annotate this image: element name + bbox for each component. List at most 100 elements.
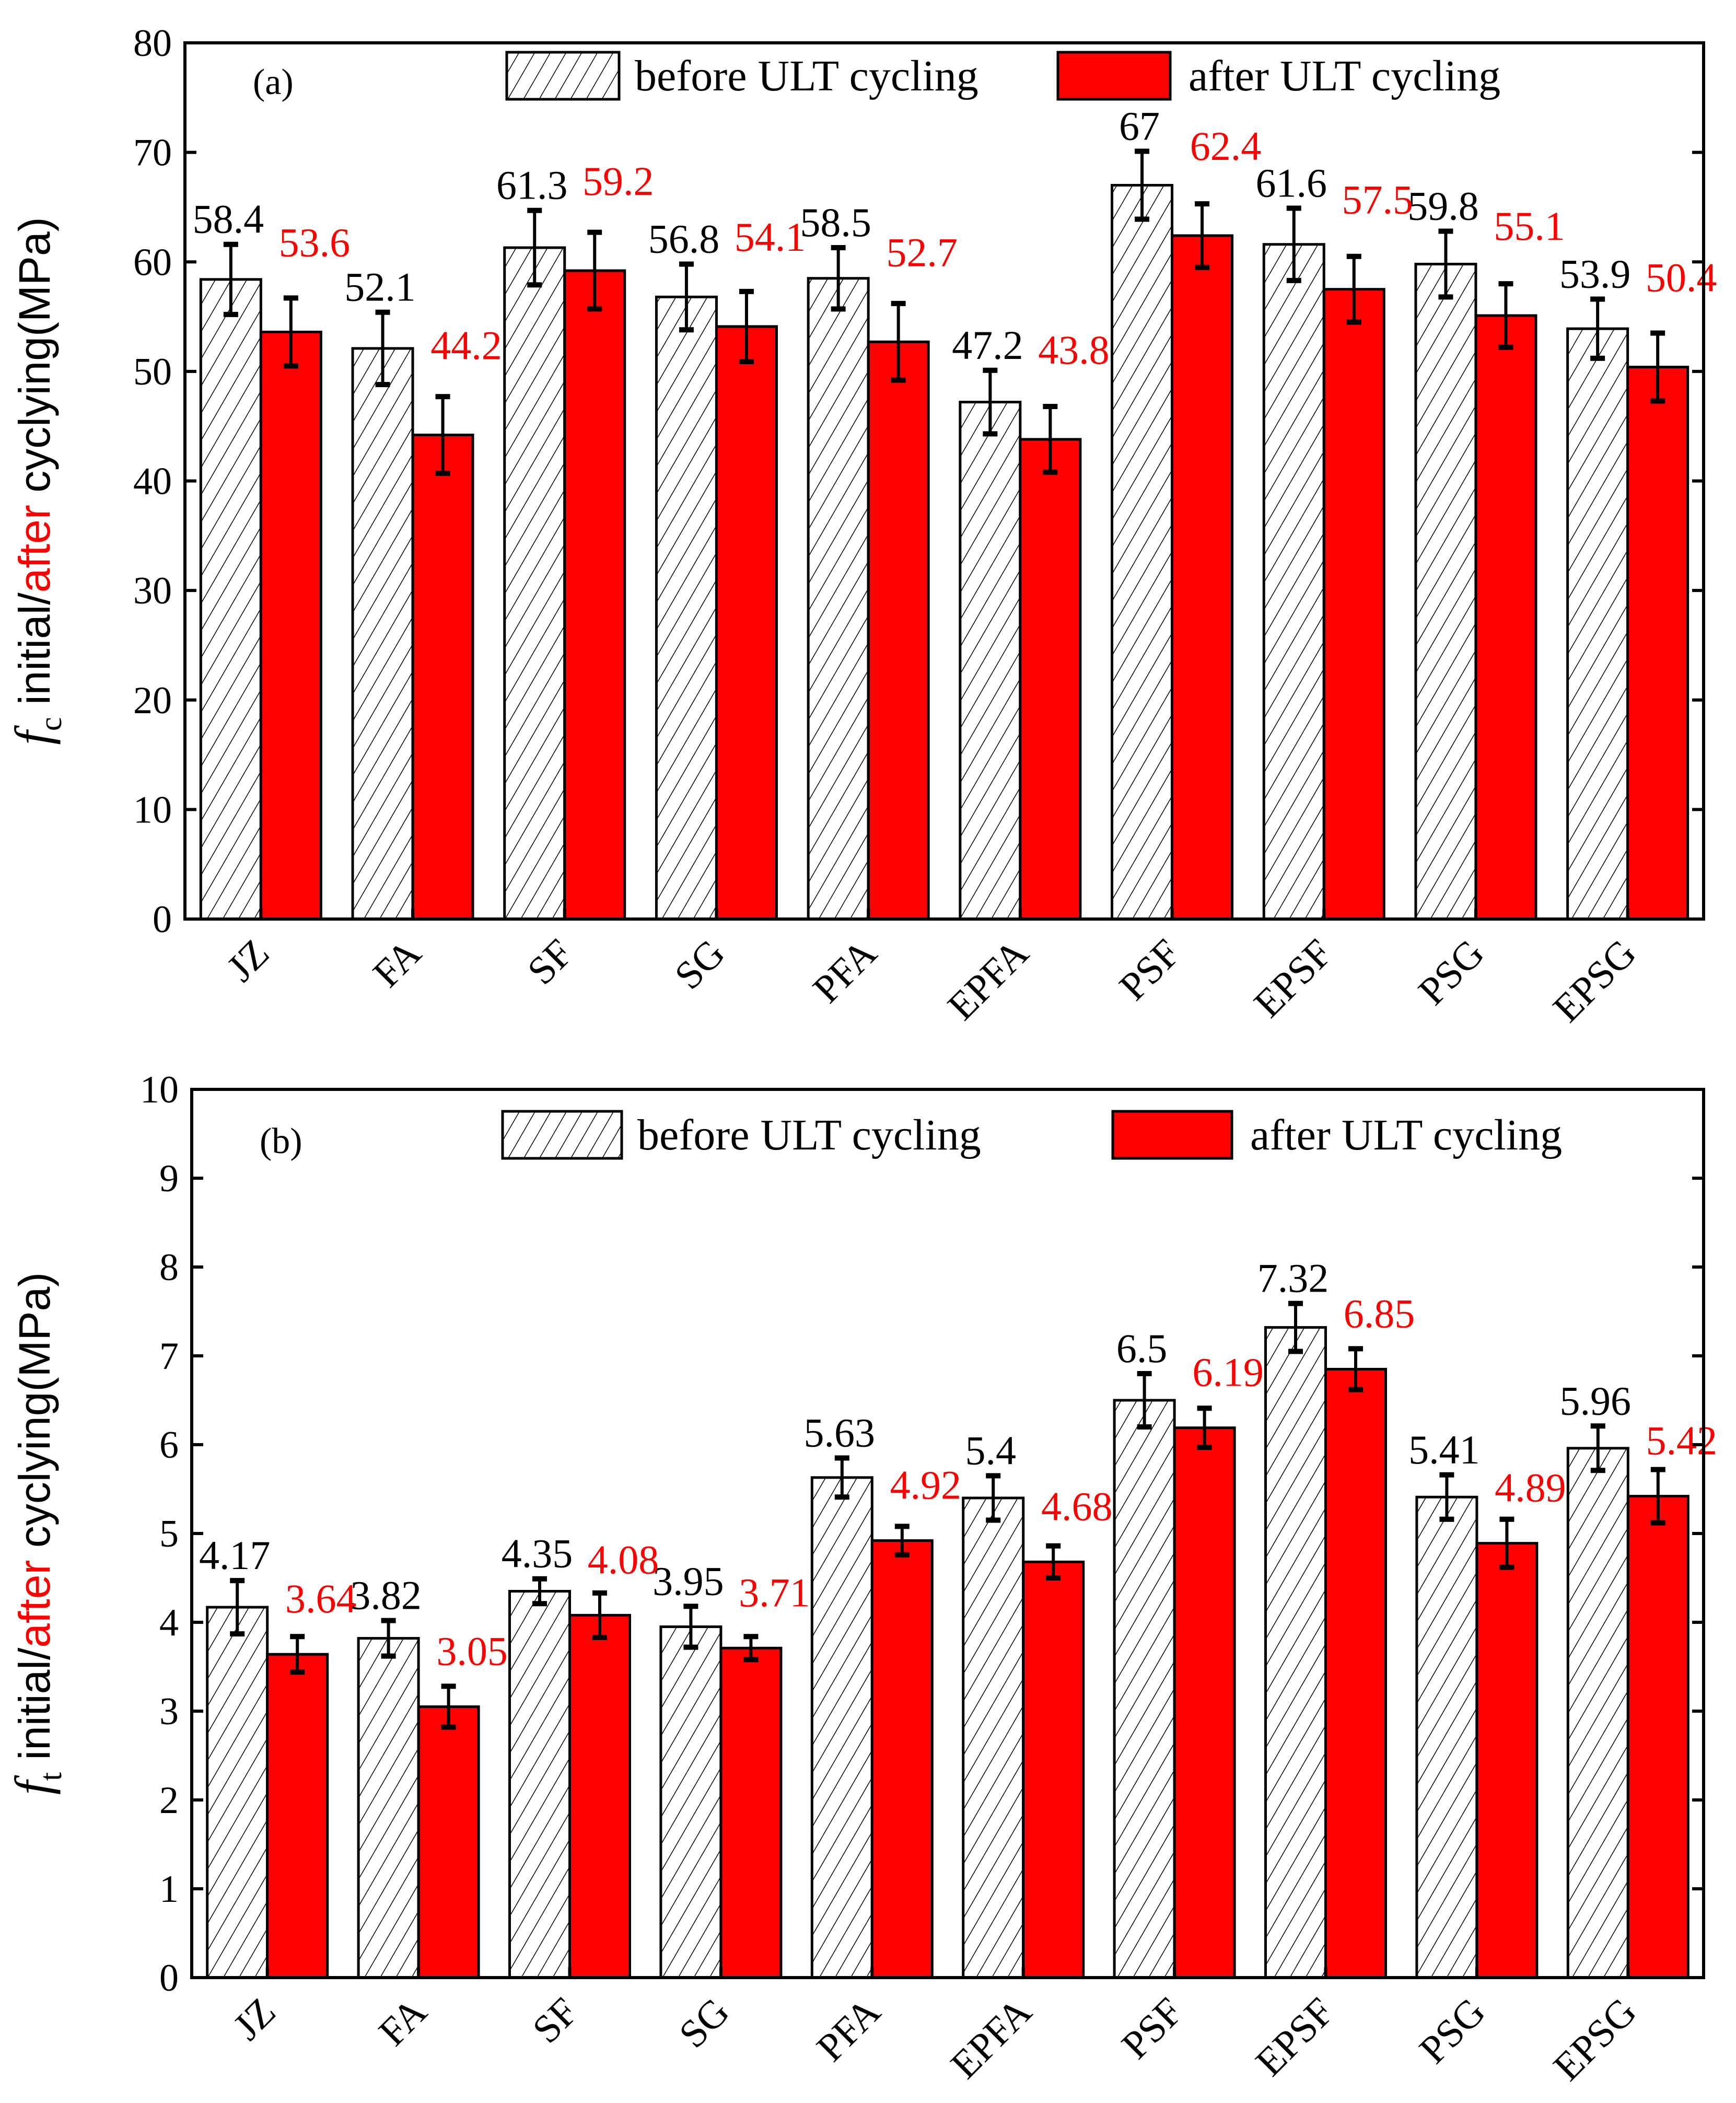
data-label: 6.5 bbox=[1116, 1326, 1168, 1371]
error-bar bbox=[1438, 228, 1453, 300]
data-label: 50.4 bbox=[1646, 254, 1717, 300]
x-tick-label: PSG bbox=[1410, 931, 1493, 1014]
y-tick-label: 20 bbox=[133, 679, 172, 722]
error-bar bbox=[743, 1634, 759, 1663]
y-tick-label: 2 bbox=[159, 1779, 179, 1822]
bar-after-PFA bbox=[867, 340, 930, 921]
error-bar bbox=[1439, 1472, 1454, 1522]
y-axis-label-unit: cyclying(MPa) bbox=[10, 1272, 59, 1560]
x-tick-label: FA bbox=[370, 1990, 435, 2054]
y-axis-label-after: after bbox=[10, 1560, 59, 1648]
data-label: 5.42 bbox=[1646, 1418, 1718, 1463]
data-label: 6.85 bbox=[1344, 1291, 1415, 1337]
panel-label: (a) bbox=[253, 62, 294, 102]
bar-after-PFA bbox=[870, 1539, 934, 1979]
x-tick-label: SF bbox=[524, 1990, 586, 2052]
y-tick-label: 60 bbox=[133, 241, 172, 284]
error-bar bbox=[532, 1576, 547, 1607]
data-label: 4.68 bbox=[1041, 1483, 1113, 1529]
y-tick-label: 10 bbox=[140, 1068, 179, 1111]
bar-before-PSG bbox=[1415, 1495, 1478, 1979]
bar-before-EPSG bbox=[1566, 327, 1629, 921]
error-bar bbox=[891, 300, 906, 383]
error-bar bbox=[230, 1578, 245, 1637]
error-bar bbox=[441, 1683, 456, 1730]
y-axis-label-text: initial/ bbox=[10, 1647, 59, 1772]
data-label: 43.8 bbox=[1038, 327, 1110, 373]
bar-before-SG bbox=[659, 1625, 723, 1979]
error-bar bbox=[381, 1618, 396, 1659]
x-tick-label: EPSF bbox=[1245, 931, 1341, 1026]
bar-after-EPSG bbox=[1626, 365, 1690, 921]
bar-before-PSF bbox=[1113, 1399, 1176, 1979]
x-tick-label: PSF bbox=[1111, 931, 1189, 1009]
data-label: 5.4 bbox=[965, 1428, 1016, 1473]
data-label: 67 bbox=[1119, 103, 1160, 149]
bar-before-PSG bbox=[1414, 262, 1477, 921]
y-axis-label-unit: cyclying(MPa) bbox=[10, 217, 59, 505]
error-bar bbox=[1137, 1371, 1152, 1430]
bar-after-PSG bbox=[1475, 1542, 1539, 1979]
bar-before-EPFA bbox=[962, 1496, 1025, 1979]
bar-before-SF bbox=[503, 246, 566, 921]
panel-label: (b) bbox=[260, 1121, 302, 1161]
x-tick-label: EPFA bbox=[939, 931, 1037, 1029]
data-label: 44.2 bbox=[430, 322, 502, 368]
data-label: 56.8 bbox=[648, 216, 720, 261]
error-bar bbox=[679, 261, 694, 333]
data-label: 59.2 bbox=[582, 158, 654, 204]
bar-before-SF bbox=[508, 1590, 571, 1979]
bar-after-EPSF bbox=[1324, 1368, 1387, 1979]
error-bar bbox=[683, 1604, 698, 1650]
error-bar bbox=[831, 245, 846, 312]
legend-swatch-after bbox=[1056, 51, 1172, 101]
bar-after-SF bbox=[568, 1613, 631, 1979]
error-bar bbox=[894, 1524, 910, 1558]
error-bar bbox=[1046, 1543, 1061, 1581]
error-bar bbox=[527, 207, 542, 288]
data-label: 5.63 bbox=[804, 1410, 876, 1456]
bar-after-EPFA bbox=[1019, 438, 1082, 921]
legend-swatch-after bbox=[1111, 1110, 1233, 1160]
bar-before-EPSG bbox=[1566, 1447, 1629, 1979]
error-bar bbox=[1195, 201, 1210, 270]
bar-after-PSF bbox=[1171, 234, 1234, 921]
x-tick-label: PFA bbox=[805, 931, 885, 1012]
bar-after-EPSG bbox=[1626, 1495, 1690, 1979]
data-label: 5.96 bbox=[1560, 1378, 1632, 1423]
x-tick-label: EPSG bbox=[1545, 931, 1645, 1031]
y-tick-label: 0 bbox=[159, 1957, 179, 2000]
data-label: 61.6 bbox=[1256, 160, 1327, 206]
x-tick-label: SG bbox=[666, 931, 733, 998]
error-bar bbox=[587, 229, 602, 312]
y-tick-label: 9 bbox=[159, 1157, 179, 1200]
bar-after-PSF bbox=[1173, 1426, 1236, 1979]
x-tick-label: EPSF bbox=[1248, 1990, 1343, 2085]
data-label: 3.64 bbox=[285, 1576, 357, 1621]
x-tick-label: FA bbox=[365, 931, 429, 996]
error-bar bbox=[1498, 281, 1513, 350]
error-bar bbox=[1348, 1346, 1363, 1392]
legend-label-before: before ULT cycling bbox=[635, 52, 978, 100]
x-tick-label: EPSG bbox=[1545, 1990, 1645, 2089]
legend: before ULT cycling after ULT cycling bbox=[501, 1110, 1562, 1160]
y-tick-label: 7 bbox=[159, 1335, 179, 1378]
y-tick-label: 70 bbox=[133, 132, 172, 175]
error-bar bbox=[1650, 1467, 1665, 1526]
data-label: 59.8 bbox=[1407, 183, 1479, 229]
data-label: 3.95 bbox=[653, 1558, 724, 1604]
error-bar bbox=[1590, 1423, 1605, 1473]
bar-after-SG bbox=[719, 1646, 783, 1979]
data-label: 4.89 bbox=[1495, 1465, 1566, 1511]
data-label: 55.1 bbox=[1494, 203, 1565, 249]
data-label: 61.3 bbox=[496, 162, 568, 208]
bar-before-FA bbox=[351, 347, 414, 921]
bar-before-JZ bbox=[199, 278, 262, 921]
bar-before-JZ bbox=[206, 1606, 269, 1979]
data-label: 54.1 bbox=[735, 214, 806, 260]
y-tick-label: 10 bbox=[133, 788, 172, 831]
y-axis-label: ft initial/after cyclying(MPa) bbox=[5, 1272, 68, 1795]
data-label: 5.41 bbox=[1408, 1427, 1480, 1472]
bar-after-EPSF bbox=[1322, 288, 1385, 921]
panel-b: 4.17 3.82 4.35 3.95 5.63 5.4 6.5 7.32 5.41 5.96 3.… bbox=[5, 1068, 1717, 2089]
